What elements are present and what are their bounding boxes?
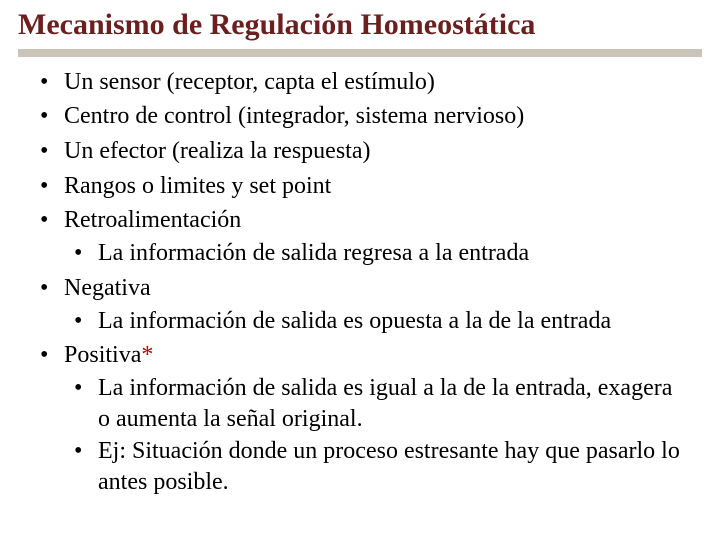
list-item-text: Un sensor (receptor, capta el estímulo) (64, 69, 435, 95)
sub-list: La información de salida regresa a la en… (64, 238, 686, 269)
list-item: Centro de control (integrador, sistema n… (58, 101, 686, 132)
list-item-text: Un efector (realiza la respuesta) (64, 138, 370, 164)
list-item-text: Rangos o limites y set point (64, 173, 331, 199)
bullet-list: Un sensor (receptor, capta el estímulo) … (34, 67, 686, 498)
list-item-text: La información de salida es igual a la d… (98, 375, 672, 432)
list-item: La información de salida es igual a la d… (92, 373, 686, 434)
asterisk-marker: * (141, 342, 153, 368)
sub-list: La información de salida es opuesta a la… (64, 306, 686, 337)
list-item-text: La información de salida regresa a la en… (98, 240, 529, 266)
slide-title: Mecanismo de Regulación Homeostática (0, 0, 720, 49)
list-item: Positiva* La información de salida es ig… (58, 340, 686, 498)
list-item: Rangos o limites y set point (58, 171, 686, 202)
list-item-text: La información de salida es opuesta a la… (98, 308, 611, 334)
list-item-text: Retroalimentación (64, 207, 241, 233)
slide-body: Un sensor (receptor, capta el estímulo) … (0, 67, 720, 498)
list-item-text: Positiva (64, 342, 141, 368)
slide: { "colors": { "title": "#6b1f1f", "rule"… (0, 0, 720, 540)
list-item-text: Centro de control (integrador, sistema n… (64, 103, 524, 129)
list-item: Retroalimentación La información de sali… (58, 205, 686, 268)
list-item: Un sensor (receptor, capta el estímulo) (58, 67, 686, 98)
list-item: Negativa La información de salida es opu… (58, 273, 686, 336)
list-item-text: Ej: Situación donde un proceso estresant… (98, 438, 680, 495)
list-item: Un efector (realiza la respuesta) (58, 136, 686, 167)
list-item: La información de salida es opuesta a la… (92, 306, 686, 337)
sub-list: La información de salida es igual a la d… (64, 373, 686, 498)
list-item: La información de salida regresa a la en… (92, 238, 686, 269)
title-underline (18, 49, 702, 57)
list-item: Ej: Situación donde un proceso estresant… (92, 436, 686, 497)
list-item-text: Negativa (64, 275, 151, 301)
